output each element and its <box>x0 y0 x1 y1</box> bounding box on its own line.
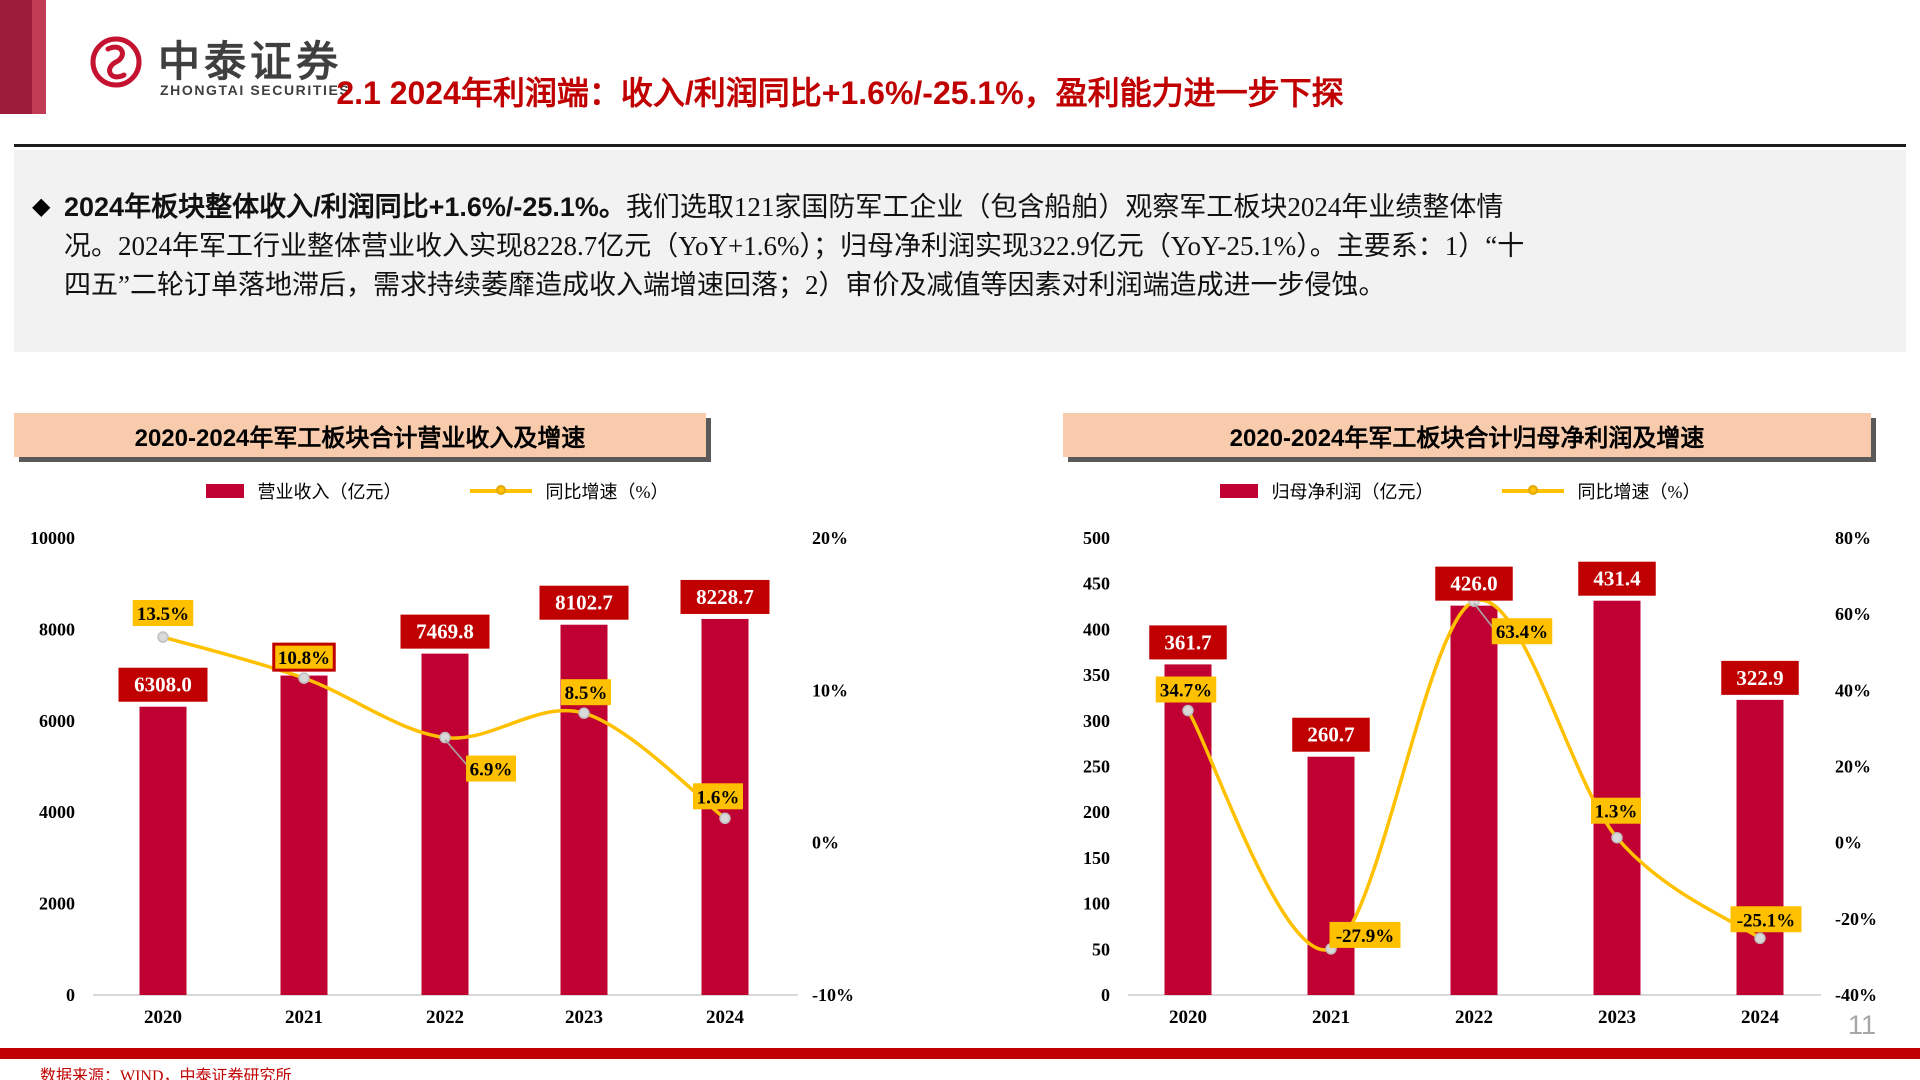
svg-text:200: 200 <box>1083 802 1110 822</box>
svg-text:2024: 2024 <box>1741 1007 1780 1028</box>
zhongtai-logo-icon <box>90 36 142 88</box>
profit-growth-legend-line-icon <box>1501 485 1564 495</box>
svg-text:2020: 2020 <box>1169 1007 1207 1028</box>
revenue-chart-legend: 营业收入（亿元） 同比增速（%） <box>14 478 860 504</box>
svg-text:0: 0 <box>66 985 75 1005</box>
svg-text:2024: 2024 <box>706 1007 745 1028</box>
svg-text:60%: 60% <box>1835 604 1871 624</box>
svg-text:8102.7: 8102.7 <box>555 591 613 615</box>
svg-text:100: 100 <box>1083 894 1110 914</box>
profit-chart: 50045040035030025020015010050080%60%40%2… <box>1083 528 1877 1028</box>
diamond-bullet-icon: ◆ <box>32 193 51 220</box>
svg-text:2023: 2023 <box>565 1007 603 1028</box>
svg-text:2000: 2000 <box>39 894 75 914</box>
svg-text:500: 500 <box>1083 528 1110 548</box>
svg-text:34.7%: 34.7% <box>1160 681 1212 702</box>
svg-text:2023: 2023 <box>1598 1007 1636 1028</box>
svg-text:-27.9%: -27.9% <box>1336 926 1395 947</box>
svg-text:426.0: 426.0 <box>1450 572 1497 596</box>
profit-legend-swatch-icon <box>1219 484 1258 498</box>
svg-text:400: 400 <box>1083 619 1110 639</box>
summary-lead: 2024年板块整体收入/利润同比+1.6%/-25.1%。 <box>64 192 626 222</box>
svg-text:40%: 40% <box>1835 680 1871 700</box>
profit-chart-title: 2020-2024年军工板块合计归母净利润及增速 <box>1063 413 1871 457</box>
profit-legend-label: 归母净利润（亿元） <box>1271 482 1434 502</box>
svg-text:-25.1%: -25.1% <box>1737 910 1796 931</box>
svg-text:0%: 0% <box>812 833 839 853</box>
svg-text:2020: 2020 <box>144 1007 182 1028</box>
header-divider <box>14 144 1906 147</box>
svg-text:-40%: -40% <box>1835 985 1877 1005</box>
svg-text:1.6%: 1.6% <box>697 787 740 808</box>
svg-text:6308.0: 6308.0 <box>134 673 192 697</box>
logo-name-cn: 中泰证券 <box>158 38 343 85</box>
svg-text:8.5%: 8.5% <box>565 683 608 704</box>
svg-text:7469.8: 7469.8 <box>416 620 474 644</box>
svg-text:20%: 20% <box>812 528 848 548</box>
page-number: 11 <box>1848 1010 1877 1040</box>
svg-text:250: 250 <box>1083 757 1110 777</box>
summary-panel <box>14 150 1906 352</box>
svg-text:0: 0 <box>1101 985 1110 1005</box>
svg-text:2021: 2021 <box>1312 1007 1350 1028</box>
growth-legend-label: 同比增速（%） <box>545 482 669 502</box>
svg-text:150: 150 <box>1083 848 1110 868</box>
svg-text:300: 300 <box>1083 711 1110 731</box>
footer-bar <box>0 1048 1920 1059</box>
svg-text:1.3%: 1.3% <box>1595 802 1638 823</box>
svg-text:0%: 0% <box>1835 833 1862 853</box>
svg-text:10%: 10% <box>812 680 848 700</box>
summary-body: 我们选取121家国防军工企业（包含船舶）观察军工板块2024年业绩整体情况。20… <box>64 192 1525 300</box>
logo-name-en: ZHONGTAI SECURITIES <box>160 82 351 98</box>
svg-text:361.7: 361.7 <box>1164 630 1211 654</box>
left-accent-bar-dark <box>0 0 32 114</box>
profit-growth-legend-label: 同比增速（%） <box>1577 482 1701 502</box>
revenue-legend-label: 营业收入（亿元） <box>257 482 402 502</box>
revenue-chart-title: 2020-2024年军工板块合计营业收入及增速 <box>14 413 706 457</box>
revenue-legend-swatch-icon <box>205 484 244 498</box>
svg-text:20%: 20% <box>1835 757 1871 777</box>
left-accent-bar-light <box>32 0 46 114</box>
svg-text:8228.7: 8228.7 <box>696 585 754 609</box>
svg-text:2021: 2021 <box>285 1007 323 1028</box>
revenue-chart: 10000 8000 6000 4000 2000 0 20% 10% 0% -10% 2020 20… <box>30 528 854 1028</box>
svg-text:80%: 80% <box>1835 528 1871 548</box>
svg-text:8000: 8000 <box>39 619 75 639</box>
svg-text:10000: 10000 <box>30 528 75 548</box>
svg-text:10.8%: 10.8% <box>278 648 330 669</box>
svg-text:6.9%: 6.9% <box>470 760 513 781</box>
page-title: 2.1 2024年利润端：收入/利润同比+1.6%/-25.1%，盈利能力进一步… <box>336 75 1344 111</box>
svg-text:-20%: -20% <box>1835 909 1877 929</box>
growth-legend-line-icon <box>469 485 532 495</box>
svg-text:450: 450 <box>1083 574 1110 594</box>
svg-text:63.4%: 63.4% <box>1496 622 1548 643</box>
svg-text:260.7: 260.7 <box>1307 723 1354 747</box>
svg-text:4000: 4000 <box>39 802 75 822</box>
svg-text:350: 350 <box>1083 665 1110 685</box>
svg-text:13.5%: 13.5% <box>137 604 189 625</box>
svg-text:6000: 6000 <box>39 711 75 731</box>
summary-text: 2024年板块整体收入/利润同比+1.6%/-25.1%。我们选取121家国防军… <box>64 188 1544 305</box>
svg-text:2022: 2022 <box>426 1007 464 1028</box>
data-source-note: 数据来源：WIND，中泰证券研究所 <box>40 1068 292 1080</box>
svg-text:322.9: 322.9 <box>1736 666 1783 690</box>
svg-text:431.4: 431.4 <box>1593 567 1641 591</box>
svg-text:50: 50 <box>1092 939 1110 959</box>
svg-text:2022: 2022 <box>1455 1007 1493 1028</box>
profit-chart-legend: 归母净利润（亿元） 同比增速（%） <box>1040 478 1880 504</box>
svg-text:-10%: -10% <box>812 985 854 1005</box>
